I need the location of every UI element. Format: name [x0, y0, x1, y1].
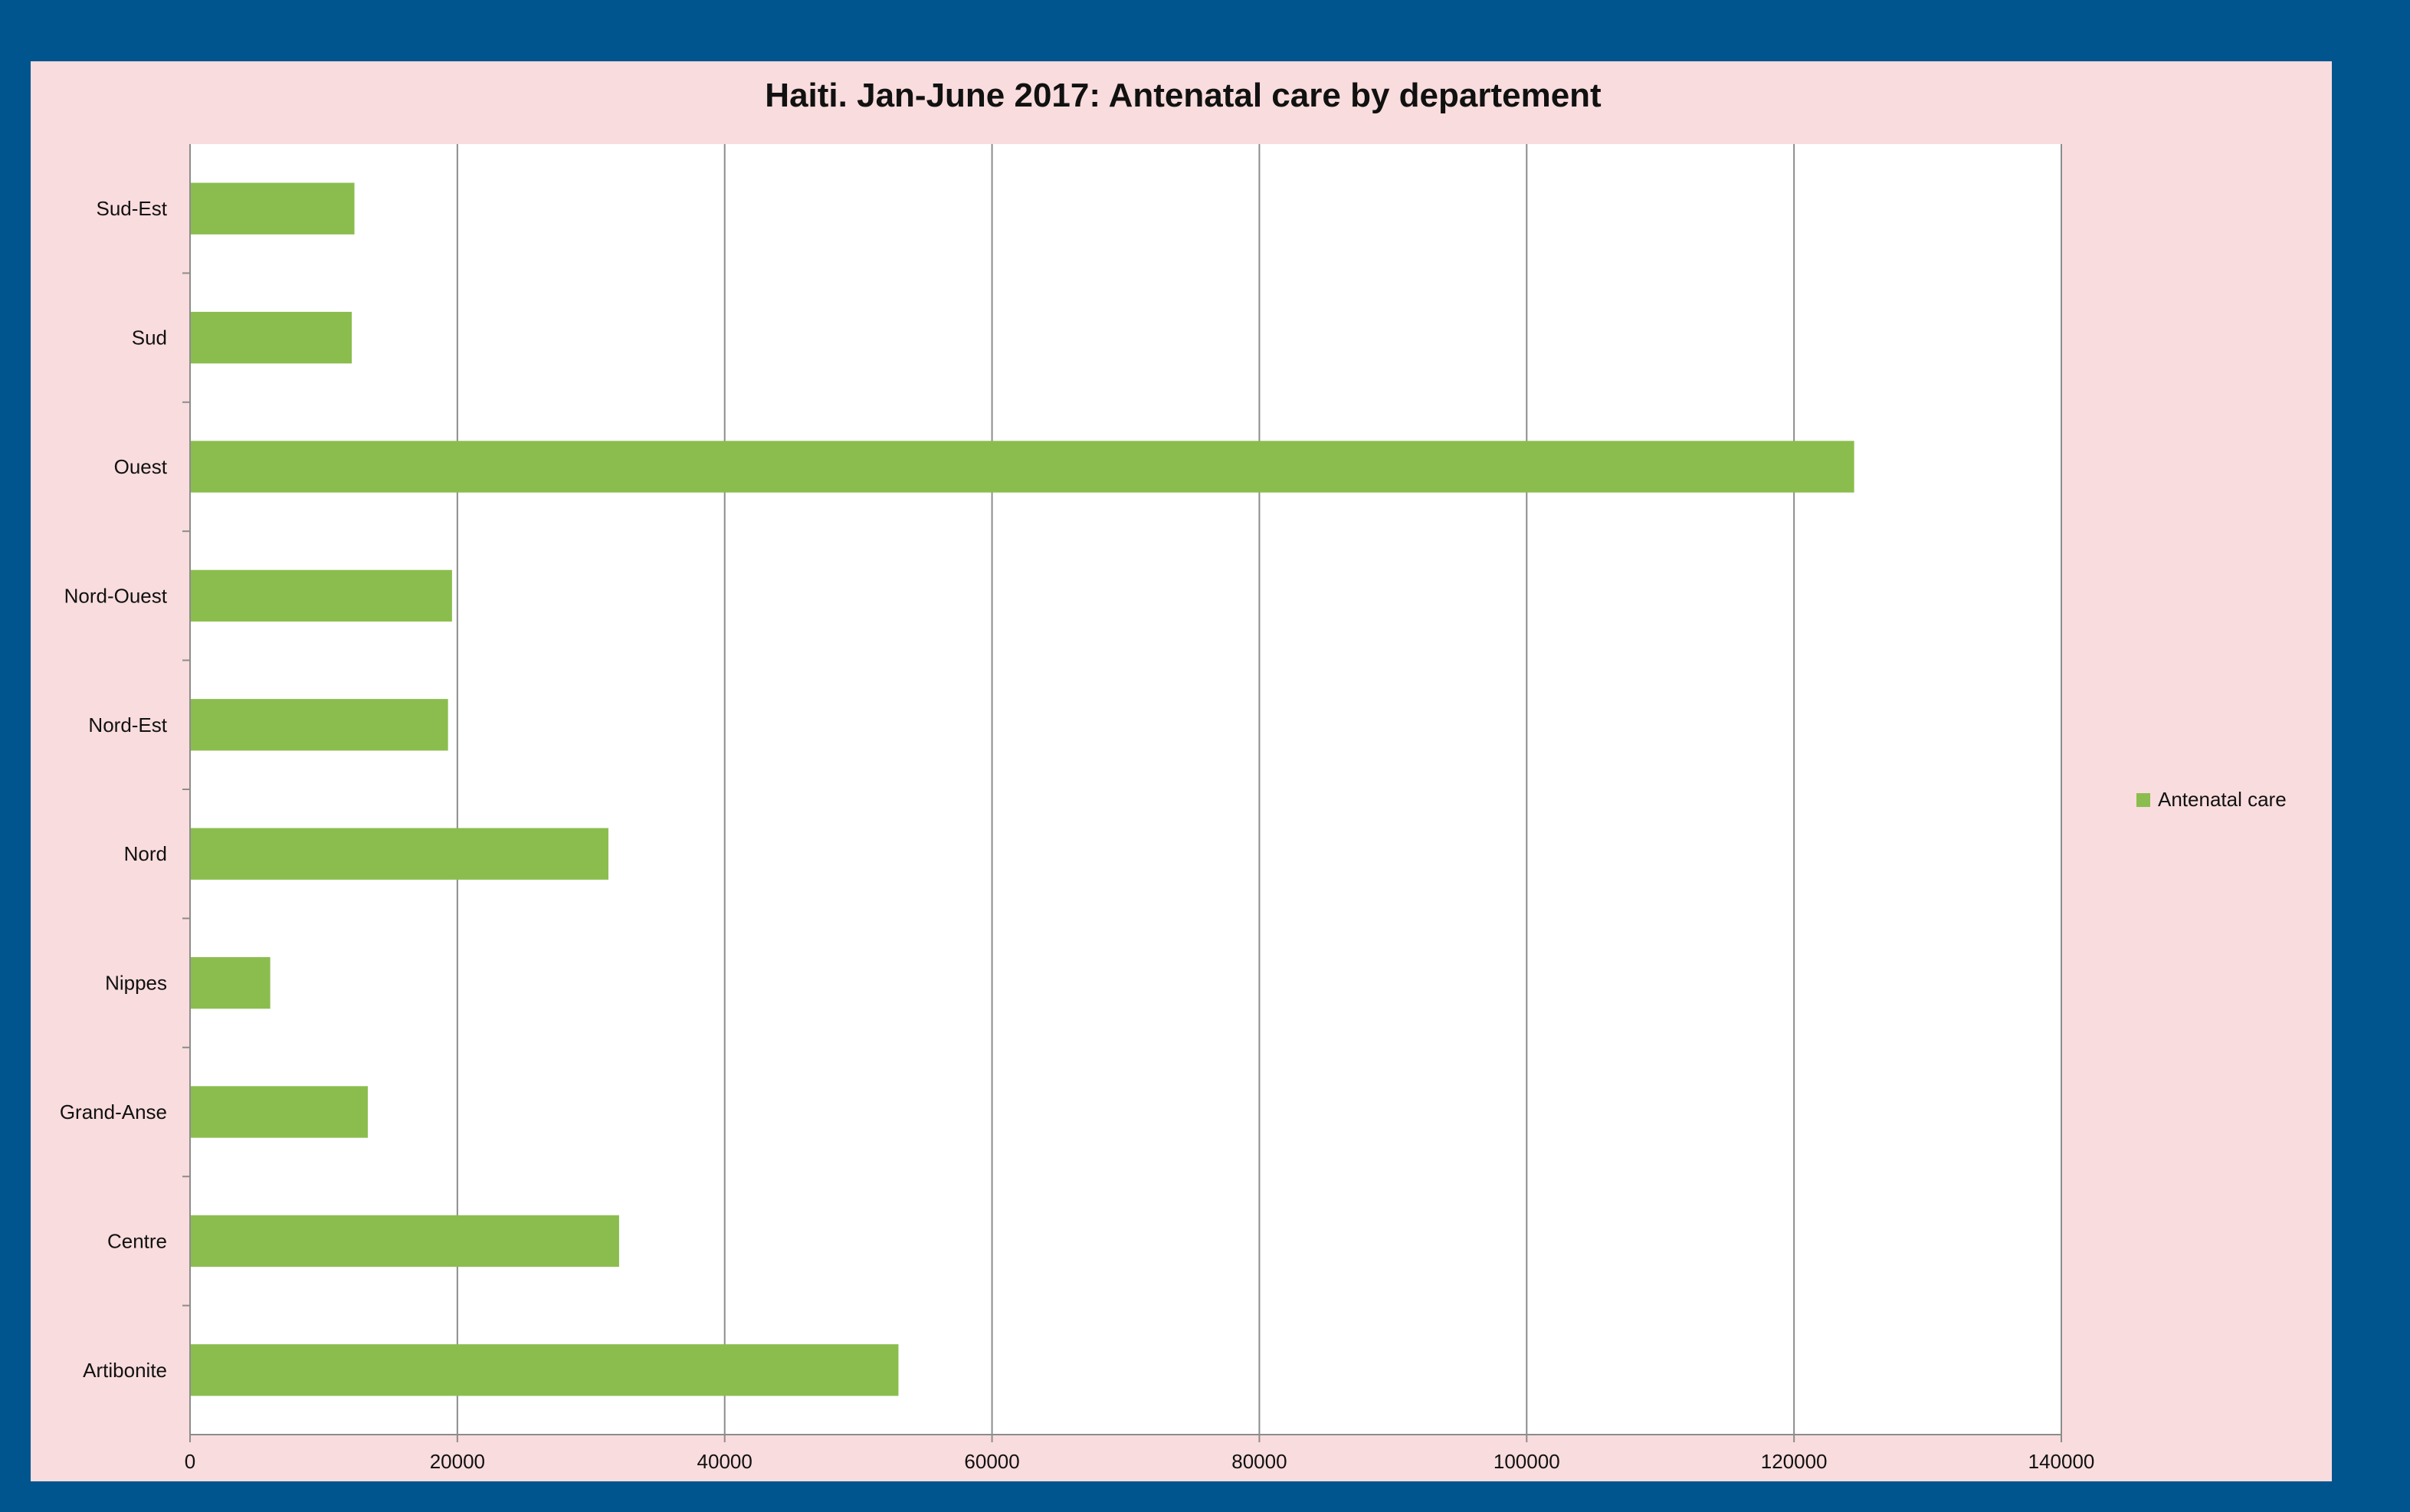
bar	[191, 1086, 368, 1138]
bar	[191, 182, 355, 235]
bar	[191, 569, 452, 622]
bar	[191, 828, 608, 880]
x-tick-label: 140000	[2028, 1450, 2095, 1473]
y-tick-label: Nord	[124, 842, 167, 865]
bar	[191, 1215, 619, 1268]
y-tick-label: Sud	[132, 326, 167, 349]
bars	[191, 182, 1854, 1396]
y-tick-label: Artibonite	[83, 1359, 167, 1382]
x-tick-label: 80000	[1231, 1450, 1287, 1473]
x-tick-label: 20000	[430, 1450, 485, 1473]
bar	[191, 311, 352, 364]
legend-label: Antenatal care	[2158, 788, 2287, 811]
bar	[191, 1344, 899, 1396]
y-tick-label: Centre	[107, 1229, 167, 1252]
bar	[191, 441, 1854, 493]
grid-lines	[456, 144, 2062, 1435]
x-tick-label: 0	[185, 1450, 195, 1473]
chart-title: Haiti. Jan-June 2017: Antenatal care by …	[765, 77, 1602, 114]
bar	[191, 699, 448, 751]
y-tick-label: Nord-Est	[88, 713, 167, 736]
tick-labels: 0 20000 40000 60000 80000 100000 120000 140000 S…	[60, 197, 2095, 1473]
chart-frame: Haiti. Jan-June 2017: Antenatal care by …	[31, 61, 2332, 1481]
legend: Antenatal care	[2136, 788, 2287, 812]
x-tick-label: 120000	[1761, 1450, 1828, 1473]
y-tick-label: Nord-Ouest	[64, 584, 168, 607]
y-tick-label: Ouest	[114, 455, 168, 478]
bar-chart: 0 20000 40000 60000 80000 100000 120000 140000 S…	[60, 144, 2095, 1473]
y-tick-label: Sud-Est	[97, 197, 168, 220]
y-tick-label: Nippes	[105, 972, 167, 995]
x-tick-label: 60000	[964, 1450, 1019, 1473]
legend-swatch	[2136, 792, 2150, 807]
x-tick-label: 100000	[1494, 1450, 1560, 1473]
bar	[191, 956, 271, 1009]
y-tick-label: Grand-Anse	[60, 1100, 167, 1123]
x-tick-label: 40000	[697, 1450, 753, 1473]
axes	[182, 144, 2062, 1442]
